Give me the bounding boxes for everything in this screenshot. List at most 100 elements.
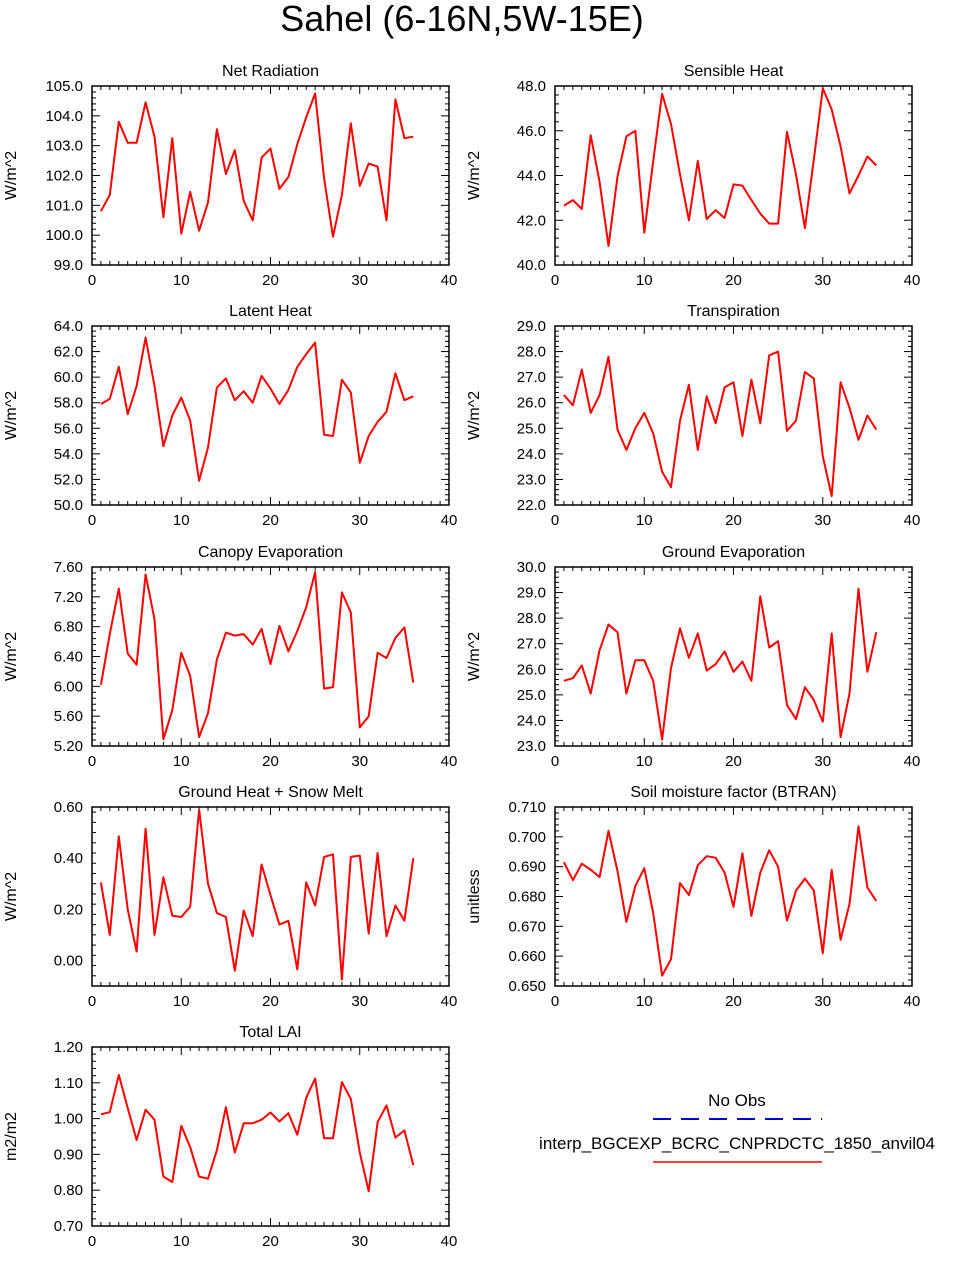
plot-frame: [91, 1046, 450, 1227]
x-tick-label: 30: [351, 272, 368, 289]
y-tick-label: 22.0: [517, 497, 546, 514]
y-tick-label: 0.700: [508, 829, 546, 846]
plot-frame: [554, 325, 913, 506]
y-tick-label: 0.660: [508, 948, 546, 965]
y-tick-label: 24.0: [517, 712, 546, 729]
x-tick-label: 0: [551, 272, 559, 289]
x-tick-label: 0: [88, 753, 96, 770]
y-tick-label: 0.80: [54, 1182, 83, 1199]
series-line: [99, 808, 415, 981]
panel-title: Transpiration: [687, 303, 780, 320]
y-tick-label: 6.40: [54, 649, 83, 666]
y-tick-label: 0.70: [54, 1218, 83, 1235]
series-line: [99, 571, 415, 741]
plot-frame: [91, 566, 450, 747]
x-tick-label: 40: [904, 512, 921, 529]
y-tick-label: 62.0: [54, 344, 83, 361]
y-tick-label: 42.0: [517, 212, 546, 229]
y-axis-label: W/m^2: [466, 151, 483, 200]
x-tick-label: 30: [814, 993, 831, 1010]
y-tick-label: 1.20: [54, 1039, 83, 1056]
x-tick-label: 40: [441, 1233, 458, 1250]
series-line: [563, 350, 878, 497]
x-tick-label: 40: [904, 753, 921, 770]
y-tick-label: 0.680: [508, 889, 546, 906]
panel-5: Canopy Evaporation W/m^2 0 10 20 30 40 5.20 5.60…: [3, 544, 457, 770]
x-tick-label: 10: [636, 512, 653, 529]
x-tick-label: 30: [814, 272, 831, 289]
x-tick-label: 20: [262, 512, 279, 529]
y-tick-label: 28.0: [517, 610, 546, 627]
y-tick-label: 0.670: [508, 918, 546, 935]
y-tick-label: 105.0: [45, 78, 83, 95]
series-line: [100, 92, 414, 238]
y-axis-label: unitless: [466, 869, 483, 923]
panel-1: Net Radiation W/m^2 0 10 20 30 40 99.0 100.0 101.…: [3, 63, 457, 289]
panel-title: Soil moisture factor (BTRAN): [630, 784, 836, 801]
x-tick-label: 30: [351, 993, 368, 1010]
panel-4: Transpiration W/m^2 0 10 20 30 40 22.0 23.0 24.0 2…: [466, 303, 920, 529]
y-tick-label: 54.0: [54, 446, 83, 463]
x-tick-label: 40: [441, 993, 458, 1010]
x-tick-label: 30: [814, 512, 831, 529]
x-tick-label: 0: [551, 993, 559, 1010]
x-tick-label: 0: [88, 512, 96, 529]
x-tick-label: 30: [351, 1233, 368, 1250]
y-tick-label: 100.0: [45, 227, 83, 244]
x-tick-label: 30: [351, 512, 368, 529]
y-tick-label: 101.0: [45, 197, 83, 214]
plot-frame: [91, 85, 450, 266]
y-axis-label: W/m^2: [3, 151, 20, 200]
x-tick-label: 40: [441, 753, 458, 770]
y-tick-label: 29.0: [517, 318, 546, 335]
x-tick-label: 20: [725, 993, 742, 1010]
panel-title: Canopy Evaporation: [198, 544, 343, 561]
y-tick-label: 23.0: [517, 738, 546, 755]
plot-frame: [554, 806, 913, 987]
y-tick-label: 52.0: [54, 471, 83, 488]
y-tick-label: 5.20: [54, 738, 83, 755]
y-tick-label: 44.0: [517, 168, 546, 185]
x-tick-label: 30: [814, 753, 831, 770]
series-line: [563, 87, 878, 247]
y-tick-label: 104.0: [45, 108, 83, 125]
x-tick-label: 10: [173, 753, 190, 770]
panel-title: Latent Heat: [229, 303, 312, 320]
panel-6: Ground Evaporation W/m^2 0 10 20 30 40 23.0 24.0…: [466, 544, 920, 770]
x-tick-label: 40: [904, 993, 921, 1010]
y-tick-label: 40.0: [517, 257, 546, 274]
y-axis-label: W/m^2: [3, 872, 20, 921]
x-tick-label: 40: [441, 272, 458, 289]
x-tick-label: 0: [88, 1233, 96, 1250]
y-tick-label: 27.0: [517, 369, 546, 386]
y-tick-label: 0.00: [54, 952, 83, 969]
y-axis-label: W/m^2: [466, 391, 483, 440]
x-tick-label: 20: [262, 1233, 279, 1250]
y-tick-label: 0.60: [54, 799, 83, 816]
y-tick-label: 48.0: [517, 78, 546, 95]
y-tick-label: 0.650: [508, 978, 546, 995]
x-tick-label: 0: [551, 753, 559, 770]
x-tick-label: 10: [636, 753, 653, 770]
y-tick-label: 1.00: [54, 1111, 83, 1128]
y-axis-label: W/m^2: [3, 391, 20, 440]
x-tick-label: 20: [725, 272, 742, 289]
y-tick-label: 24.0: [517, 446, 546, 463]
panel-title: Total LAI: [239, 1024, 301, 1041]
y-tick-label: 58.0: [54, 395, 83, 412]
y-tick-label: 103.0: [45, 138, 83, 155]
y-axis-label: m2/m2: [3, 1112, 20, 1161]
series-line: [100, 336, 414, 482]
x-tick-label: 10: [636, 993, 653, 1010]
panel-title: Ground Evaporation: [662, 544, 805, 561]
y-tick-label: 23.0: [517, 471, 546, 488]
y-tick-label: 0.710: [508, 799, 546, 816]
y-tick-label: 102.0: [45, 168, 83, 185]
y-tick-label: 7.60: [54, 559, 83, 576]
x-tick-label: 30: [351, 753, 368, 770]
series-line: [563, 587, 878, 741]
x-tick-label: 20: [262, 993, 279, 1010]
panel-title: Ground Heat + Snow Melt: [178, 784, 363, 801]
